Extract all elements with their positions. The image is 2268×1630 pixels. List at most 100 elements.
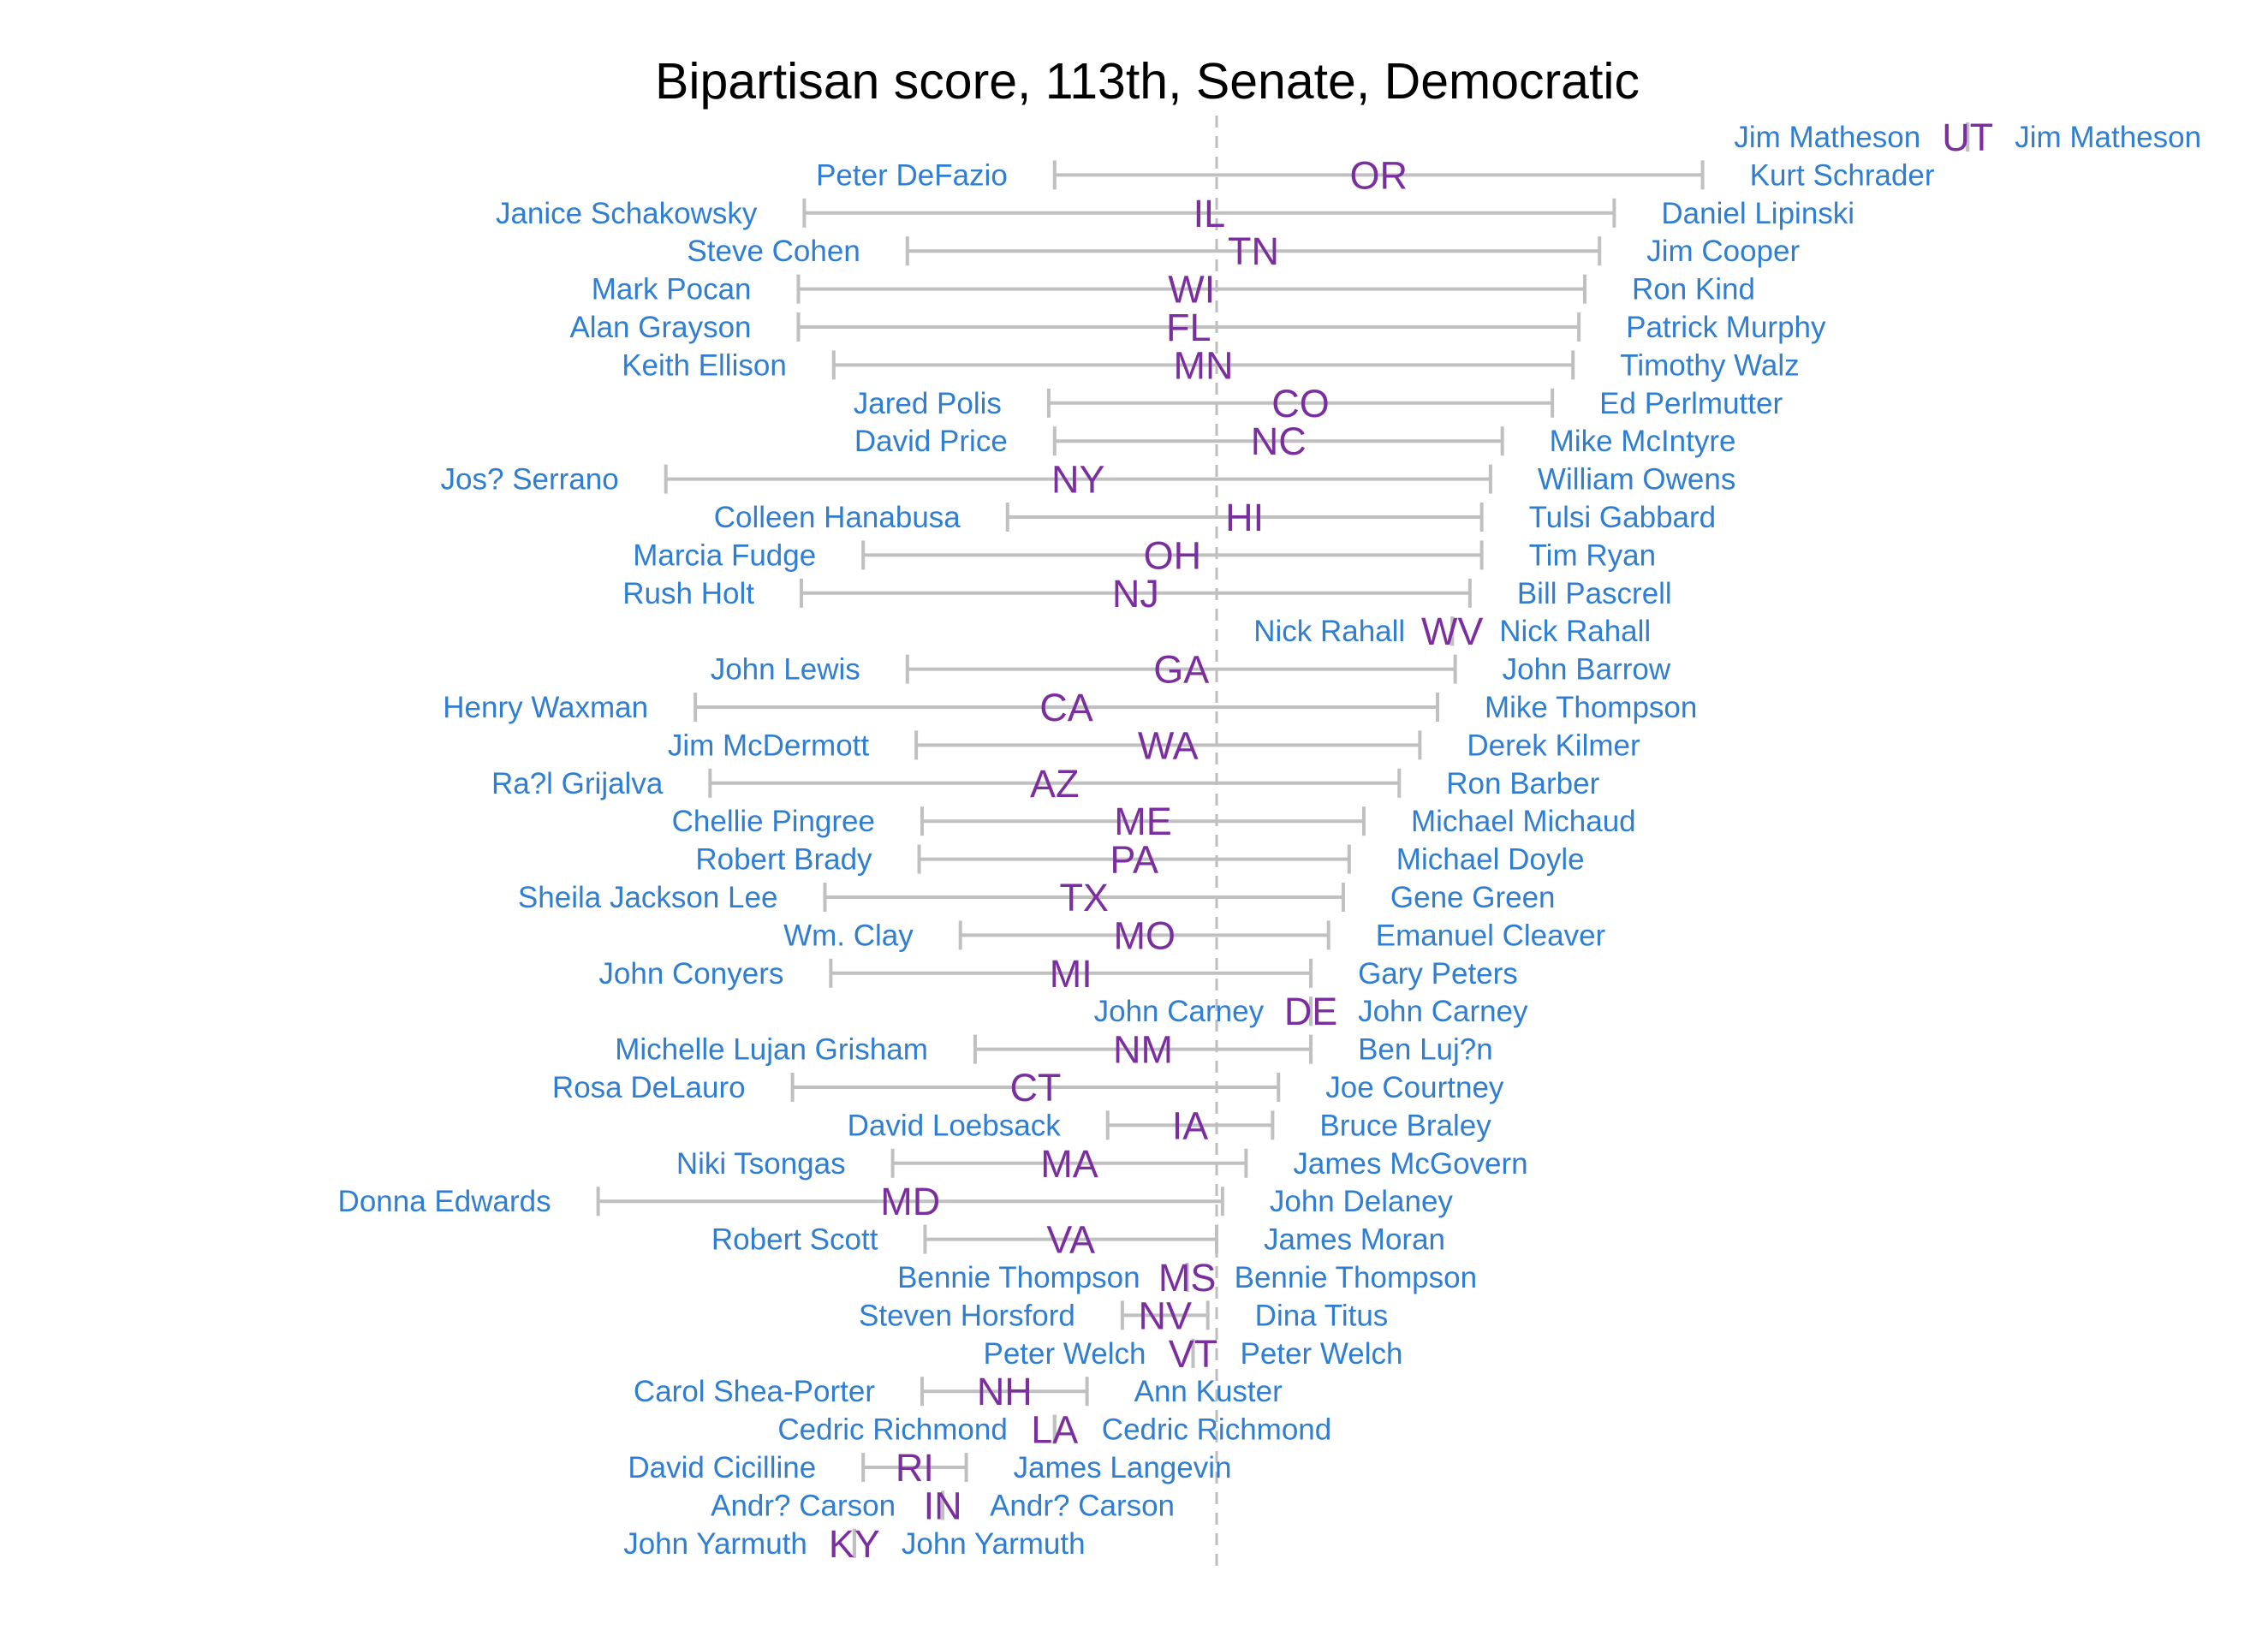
dumbbell-row-ma: Niki Tsongas James McGovern MA (676, 1142, 1528, 1186)
max-member-label: Tim Ryan (1529, 538, 1656, 572)
dumbbell-row-ga: John Lewis John Barrow GA (711, 648, 1671, 692)
dumbbell-row-pa: Robert Brady Michael Doyle PA (695, 838, 1584, 882)
state-label: IN (924, 1484, 962, 1527)
dumbbell-row-nh: Carol Shea-Porter Ann Kuster NH (634, 1370, 1283, 1413)
state-label: OH (1144, 533, 1202, 577)
min-member-label: John Carney (1094, 995, 1265, 1028)
min-member-label: Steven Horsford (859, 1299, 1075, 1332)
max-member-label: Michael Doyle (1396, 843, 1585, 877)
max-member-label: Bruce Braley (1319, 1109, 1491, 1142)
max-member-label: Nick Rahall (1499, 615, 1651, 648)
min-member-label: Sheila Jackson Lee (518, 881, 778, 914)
dumbbell-row-la: Cedric Richmond Cedric Richmond LA (777, 1408, 1331, 1452)
dumbbell-row-nc: David Price Mike McIntyre NC (854, 419, 1736, 463)
min-member-label: Alan Grayson (569, 311, 751, 344)
min-member-label: John Conyers (598, 957, 783, 990)
dumbbell-row-co: Jared Polis Ed Perlmutter CO (854, 382, 1783, 425)
min-member-label: John Yarmuth (623, 1527, 807, 1561)
max-member-label: Daniel Lipinski (1661, 197, 1854, 230)
dumbbell-row-me: Chellie Pingree Michael Michaud ME (672, 800, 1636, 843)
max-member-label: John Barrow (1503, 653, 1671, 687)
state-label: WV (1421, 610, 1484, 653)
state-label: DE (1284, 990, 1338, 1033)
dumbbell-row-ny: Jos? Serrano William Owens NY (441, 458, 1736, 502)
dumbbell-row-va: Robert Scott James Moran VA (711, 1218, 1445, 1262)
dumbbell-rows: Jim Matheson Jim Matheson UT Peter DeFazio K… (338, 116, 2202, 1566)
state-label: TN (1228, 229, 1279, 273)
state-label: FL (1166, 306, 1211, 349)
min-member-label: Michelle Lujan Grisham (615, 1033, 928, 1067)
min-member-label: Jim Matheson (1734, 121, 1920, 154)
min-member-label: Marcia Fudge (633, 538, 816, 572)
min-member-label: Rush Holt (622, 577, 754, 610)
max-member-label: Cedric Richmond (1102, 1413, 1331, 1447)
max-member-label: Mike Thompson (1485, 691, 1697, 724)
dumbbell-row-fl: Alan Grayson Patrick Murphy FL (569, 306, 1826, 349)
min-member-label: Peter DeFazio (816, 158, 1008, 192)
state-label: MS (1158, 1256, 1217, 1300)
min-member-label: Jos? Serrano (441, 463, 619, 497)
dumbbell-row-mo: Wm. Clay Emanuel Cleaver MO (783, 913, 1605, 957)
state-label: MI (1050, 952, 1092, 996)
state-label: NM (1113, 1028, 1173, 1072)
min-member-label: Cedric Richmond (777, 1413, 1007, 1447)
min-member-label: Robert Scott (711, 1223, 878, 1257)
state-label: MN (1174, 343, 1234, 387)
state-label: NV (1139, 1294, 1193, 1337)
dumbbell-row-or: Peter DeFazio Kurt Schrader OR (816, 153, 1935, 197)
min-member-label: Mark Pocan (592, 273, 752, 306)
state-label: MO (1113, 913, 1176, 957)
max-member-label: Ed Perlmutter (1599, 387, 1783, 420)
min-member-label: Peter Welch (983, 1337, 1146, 1371)
max-member-label: Michael Michaud (1411, 805, 1636, 838)
dumbbell-row-ms: Bennie Thompson Bennie Thompson MS (897, 1256, 1477, 1300)
max-member-label: Timothy Walz (1620, 348, 1799, 382)
state-label: UT (1942, 116, 1993, 159)
state-label: GA (1153, 648, 1209, 692)
dumbbell-row-wv: Nick Rahall Nick Rahall WV (1253, 610, 1651, 653)
min-member-label: Niki Tsongas (676, 1147, 846, 1181)
dumbbell-row-hi: Colleen Hanabusa Tulsi Gabbard HI (714, 496, 1716, 539)
dumbbell-row-ky: John Yarmuth John Yarmuth KY (623, 1522, 1085, 1566)
state-label: LA (1031, 1408, 1078, 1452)
dumbbell-row-in: Andr? Carson Andr? Carson IN (711, 1484, 1175, 1527)
dumbbell-row-tx: Sheila Jackson Lee Gene Green TX (518, 876, 1556, 919)
dumbbell-row-il: Janice Schakowsky Daniel Lipinski IL (496, 192, 1854, 235)
min-member-label: Andr? Carson (711, 1489, 896, 1522)
state-label: HI (1225, 496, 1264, 539)
state-label: VA (1046, 1218, 1095, 1262)
max-member-label: Kurt Schrader (1750, 158, 1935, 192)
dumbbell-row-ct: Rosa DeLauro Joe Courtney CT (552, 1066, 1504, 1109)
max-member-label: Joe Courtney (1325, 1071, 1504, 1104)
dumbbell-row-mi: John Conyers Gary Peters MI (598, 952, 1517, 996)
min-member-label: Ra?l Grijalva (491, 767, 664, 800)
state-label: WA (1138, 723, 1199, 767)
state-label: CA (1039, 686, 1093, 729)
state-label: VT (1169, 1332, 1218, 1376)
chart-title: Bipartisan score, 113th, Senate, Democra… (655, 53, 1640, 110)
max-member-label: Peter Welch (1240, 1337, 1402, 1371)
state-label: WI (1168, 268, 1215, 312)
max-member-label: Gene Green (1390, 881, 1556, 914)
state-label: IA (1172, 1104, 1209, 1147)
dumbbell-row-wi: Mark Pocan Ron Kind WI (592, 268, 1755, 312)
max-member-label: Dina Titus (1255, 1299, 1389, 1332)
state-label: TX (1059, 876, 1109, 919)
min-member-label: Jared Polis (854, 387, 1002, 420)
min-member-label: Janice Schakowsky (496, 197, 758, 230)
min-member-label: Wm. Clay (783, 919, 914, 952)
dumbbell-row-ca: Henry Waxman Mike Thompson CA (443, 686, 1697, 729)
max-member-label: Tulsi Gabbard (1529, 501, 1717, 534)
min-member-label: Henry Waxman (443, 691, 648, 724)
state-label: KY (829, 1522, 880, 1566)
state-label: OR (1349, 153, 1408, 197)
state-label: CO (1271, 382, 1330, 425)
min-member-label: Chellie Pingree (672, 805, 875, 838)
state-label: NY (1051, 458, 1105, 502)
max-member-label: Ann Kuster (1134, 1375, 1283, 1408)
min-member-label: John Lewis (711, 653, 860, 687)
dumbbell-row-de: John Carney John Carney DE (1094, 990, 1528, 1033)
max-member-label: John Yarmuth (902, 1527, 1086, 1561)
max-member-label: Bill Pascrell (1517, 577, 1672, 610)
dumbbell-row-az: Ra?l Grijalva Ron Barber AZ (491, 762, 1600, 806)
